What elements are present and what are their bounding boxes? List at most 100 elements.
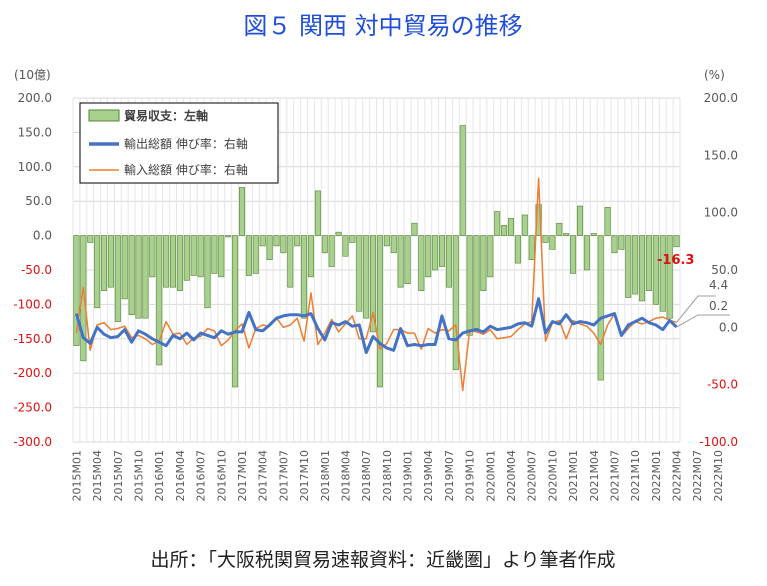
trade-balance-bar bbox=[494, 211, 501, 236]
trade-balance-bar bbox=[652, 235, 659, 305]
trade-balance-bar bbox=[576, 205, 583, 236]
trade-balance-bar bbox=[94, 235, 101, 309]
trade-balance-bar bbox=[611, 235, 618, 254]
trade-balance-bar bbox=[239, 187, 245, 236]
right-tick-label: 0.0 bbox=[719, 320, 738, 334]
trade-balance-bar bbox=[294, 235, 301, 247]
trade-balance-bar bbox=[590, 233, 597, 236]
x-tick-label: 2021M07 bbox=[608, 450, 621, 501]
trade-balance-bar bbox=[480, 235, 487, 291]
trade-balance-bar bbox=[135, 235, 142, 319]
trade-balance-bar bbox=[645, 235, 652, 291]
x-tick-label: 2018M07 bbox=[360, 450, 373, 501]
trade-balance-bar bbox=[190, 235, 197, 276]
trade-balance-bar bbox=[349, 235, 356, 243]
x-tick-label: 2017M01 bbox=[236, 450, 249, 501]
left-tick-label: 150.0 bbox=[18, 125, 52, 139]
left-tick-label: -200.0 bbox=[13, 366, 52, 380]
legend-label-trade-balance: 貿易収支：左軸 bbox=[124, 108, 208, 123]
trade-balance-bar bbox=[528, 235, 535, 260]
annotation-trade-balance-last: -16.3 bbox=[657, 253, 694, 268]
x-tick-label: 2020M01 bbox=[484, 450, 497, 501]
right-tick-label: 50.0 bbox=[711, 263, 738, 277]
x-tick-label: 2015M07 bbox=[112, 450, 125, 501]
trade-balance-bar bbox=[232, 235, 239, 388]
trade-balance-bar bbox=[639, 235, 646, 302]
trade-balance-bar bbox=[521, 214, 528, 236]
x-tick-label: 2017M07 bbox=[277, 450, 290, 501]
trade-balance-bar bbox=[280, 235, 287, 254]
right-tick-label: 150.0 bbox=[704, 148, 738, 162]
trade-balance-bar bbox=[673, 235, 680, 248]
x-tick-label: 2021M01 bbox=[567, 450, 580, 501]
left-axis-unit: (10億) bbox=[14, 68, 51, 82]
trade-balance-bar bbox=[597, 235, 604, 381]
x-tick-label: 2015M01 bbox=[70, 450, 83, 501]
trade-balance-bar bbox=[328, 235, 335, 267]
trade-balance-bar bbox=[107, 235, 114, 288]
legend-label-import-growth: 輸入総額 伸び率：右軸 bbox=[124, 162, 248, 177]
trade-balance-bar bbox=[390, 235, 397, 254]
trade-balance-bar bbox=[452, 235, 459, 371]
x-tick-label: 2017M10 bbox=[298, 450, 311, 501]
right-tick-label: 100.0 bbox=[704, 206, 738, 220]
trade-balance-bar bbox=[87, 235, 94, 243]
x-tick-label: 2022M01 bbox=[650, 450, 663, 501]
source-note: 出所：「大阪税関貿易速報資料：近畿圏」より筆者作成 bbox=[150, 549, 615, 571]
trade-balance-bar bbox=[252, 235, 259, 274]
legend: 貿易収支：左軸 輸出総額 伸び率：右軸 輸入総額 伸び率：右軸 bbox=[79, 102, 279, 184]
trade-balance-bar bbox=[73, 235, 80, 346]
trade-balance-bar bbox=[218, 235, 225, 278]
trade-balance-bar bbox=[287, 235, 294, 288]
trade-balance-bar bbox=[439, 235, 446, 267]
chart-title: 図５ 関西 対中貿易の推移 bbox=[243, 12, 522, 40]
trade-balance-bar bbox=[618, 235, 625, 250]
left-tick-label: 100.0 bbox=[18, 160, 52, 174]
right-tick-label: 200.0 bbox=[704, 91, 738, 105]
x-tick-label: 2016M04 bbox=[174, 450, 187, 501]
trade-balance-bar bbox=[142, 235, 149, 319]
trade-balance-bar bbox=[314, 190, 321, 236]
x-tick-label: 2016M01 bbox=[153, 450, 166, 501]
trade-balance-bar bbox=[197, 235, 204, 278]
trade-balance-bar bbox=[549, 235, 556, 250]
trade-balance-bar bbox=[625, 235, 632, 298]
trade-balance-bar bbox=[211, 235, 218, 274]
trade-balance-bar bbox=[121, 235, 128, 300]
left-axis-ticks: 200.0 150.0 100.0 50.0 0.0 -50.0 -100.0 -150.0 -… bbox=[13, 91, 52, 449]
trade-balance-bar bbox=[563, 233, 570, 236]
trade-balance-bar bbox=[376, 235, 383, 388]
x-tick-label: 2022M04 bbox=[671, 450, 684, 501]
trade-balance-bar bbox=[321, 235, 328, 254]
trade-balance-bar bbox=[301, 235, 308, 319]
trade-balance-bar bbox=[259, 235, 266, 247]
trade-balance-bar bbox=[425, 235, 432, 278]
x-tick-label: 2016M10 bbox=[215, 450, 228, 501]
trade-balance-bar bbox=[514, 235, 521, 264]
trade-balance-bar bbox=[183, 235, 190, 281]
trade-balance-bar bbox=[570, 235, 577, 274]
trade-balance-bar bbox=[487, 235, 494, 278]
legend-label-export-growth: 輸出総額 伸び率：右軸 bbox=[124, 136, 248, 151]
trade-balance-bar bbox=[163, 235, 170, 288]
trade-balance-bar bbox=[418, 235, 425, 291]
trade-balance-bar bbox=[411, 222, 418, 236]
x-tick-label: 2015M04 bbox=[91, 450, 104, 501]
trade-balance-bar bbox=[508, 218, 514, 236]
trade-balance-bar bbox=[204, 235, 211, 309]
trade-balance-bar bbox=[370, 235, 377, 333]
x-tick-label: 2017M04 bbox=[257, 450, 270, 501]
x-tick-label: 2019M04 bbox=[422, 450, 435, 501]
trade-balance-bar bbox=[356, 235, 363, 312]
left-tick-label: -250.0 bbox=[13, 401, 52, 415]
trade-balance-bar bbox=[114, 235, 121, 322]
trade-balance-bar bbox=[604, 207, 611, 236]
trade-balance-bar bbox=[80, 235, 87, 362]
trade-balance-bar bbox=[170, 235, 177, 288]
trade-balance-bar bbox=[225, 235, 232, 238]
left-tick-label: -50.0 bbox=[21, 263, 52, 277]
trade-balance-bar bbox=[307, 235, 314, 278]
x-tick-label: 2021M04 bbox=[588, 450, 601, 501]
trade-balance-bar bbox=[363, 235, 370, 319]
